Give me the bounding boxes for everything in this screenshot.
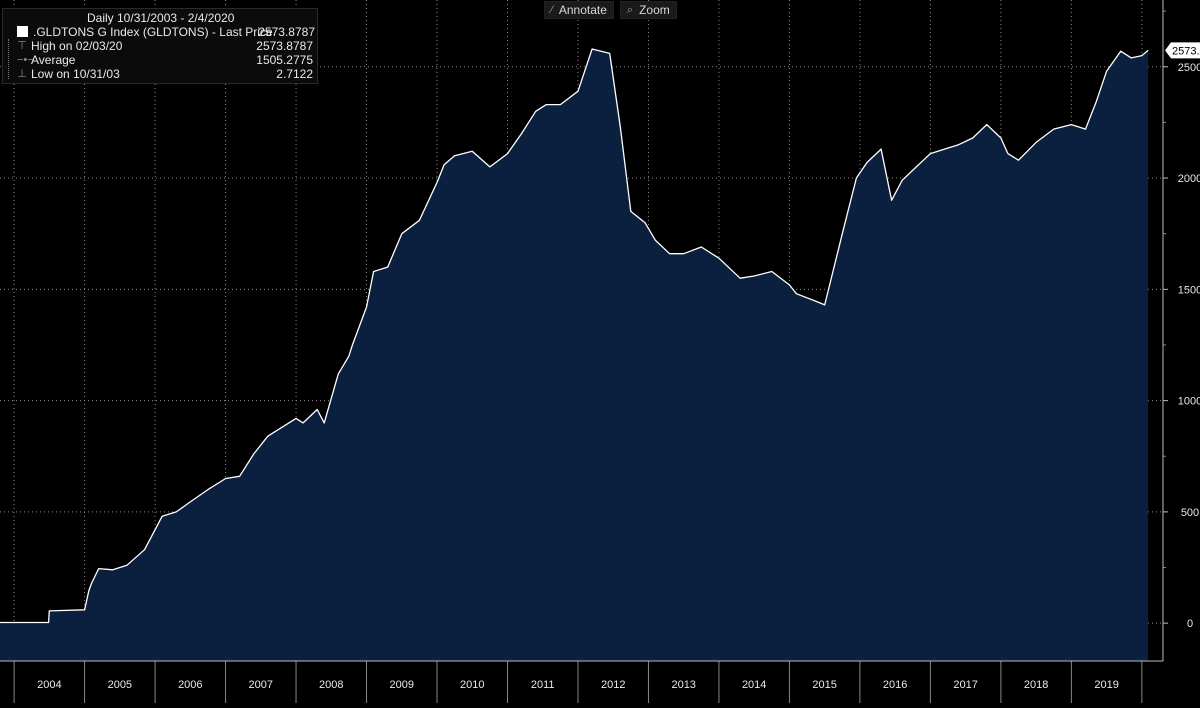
x-tick-label: 2005 bbox=[108, 679, 132, 691]
y-tick-label: 2500 bbox=[1178, 62, 1200, 74]
annotate-button[interactable]: ∕ Annotate bbox=[544, 1, 614, 19]
magnifier-icon: ⌕ bbox=[626, 3, 634, 16]
legend-date-range: Daily 10/31/2003 - 2/4/2020 bbox=[87, 11, 235, 25]
series-area bbox=[0, 49, 1149, 661]
legend-series-row[interactable]: .GLDTONS G Index (GLDTONS) - Last Price … bbox=[3, 25, 317, 39]
chart-toolbar: ∕ Annotate ⌕ Zoom bbox=[544, 1, 677, 19]
series-swatch bbox=[17, 26, 28, 37]
average-value: 1505.2775 bbox=[256, 53, 313, 67]
y-tick-label: 0 bbox=[1187, 618, 1193, 630]
x-axis: 2004 2005 2006 2007 2008 2009 2010 2011 2012 2013… bbox=[0, 660, 1163, 703]
x-tick-label: 2009 bbox=[390, 679, 414, 691]
high-marker-icon: ⊤ bbox=[17, 40, 27, 52]
y-tick-label: 1000 bbox=[1178, 396, 1200, 408]
x-tick-label: 2015 bbox=[812, 679, 836, 691]
low-label: Low on 10/31/03 bbox=[31, 67, 120, 81]
y-tick-label: 1500 bbox=[1178, 284, 1200, 296]
x-tick-label: 2007 bbox=[249, 679, 273, 691]
series-label: .GLDTONS G Index (GLDTONS) - Last Price bbox=[33, 25, 273, 39]
x-tick-label: 2018 bbox=[1024, 679, 1048, 691]
high-value: 2573.8787 bbox=[256, 39, 313, 53]
legend-low-row: ⊥ Low on 10/31/03 2.7122 bbox=[3, 67, 317, 81]
pencil-icon: ∕ bbox=[551, 3, 553, 16]
zoom-button[interactable]: ⌕ Zoom bbox=[619, 1, 677, 19]
high-label: High on 02/03/20 bbox=[31, 39, 123, 53]
x-tick-label: 2008 bbox=[319, 679, 343, 691]
low-value: 2.7122 bbox=[276, 67, 313, 81]
series-line bbox=[0, 48, 1149, 624]
y-axis: 0 500 1000 1500 2000 2500 bbox=[1162, 0, 1200, 661]
x-tick-label: 2006 bbox=[178, 679, 202, 691]
x-tick-label: 2004 bbox=[37, 679, 61, 691]
legend-tree-line bbox=[8, 39, 10, 79]
legend-average-row: −•− Average 1505.2775 bbox=[3, 53, 317, 67]
y-tick-label: 2000 bbox=[1178, 173, 1200, 185]
x-tick-label: 2016 bbox=[883, 679, 907, 691]
series-last-value: 2573.8787 bbox=[258, 25, 315, 39]
last-price-marker: 2573.8787 bbox=[1165, 42, 1200, 59]
x-tick-label: 2019 bbox=[1094, 679, 1118, 691]
zoom-label: Zoom bbox=[639, 3, 670, 17]
low-marker-icon: ⊥ bbox=[17, 68, 27, 80]
y-tick-label: 500 bbox=[1181, 507, 1199, 519]
x-tick-label: 2013 bbox=[671, 679, 695, 691]
last-price-tag bbox=[1165, 42, 1200, 59]
x-tick-label: 2014 bbox=[742, 679, 766, 691]
chart-legend[interactable]: Daily 10/31/2003 - 2/4/2020 .GLDTONS G I… bbox=[2, 8, 318, 84]
annotate-label: Annotate bbox=[558, 3, 607, 17]
x-tick-label: 2017 bbox=[953, 679, 977, 691]
average-label: Average bbox=[31, 53, 76, 67]
x-tick-label: 2011 bbox=[531, 679, 555, 691]
legend-high-row: ⊤ High on 02/03/20 2573.8787 bbox=[3, 39, 317, 53]
x-tick-label: 2012 bbox=[601, 679, 625, 691]
x-tick-label: 2010 bbox=[460, 679, 484, 691]
average-marker-icon: −•− bbox=[17, 54, 34, 66]
last-price-label: 2573.8787 bbox=[1172, 45, 1200, 57]
